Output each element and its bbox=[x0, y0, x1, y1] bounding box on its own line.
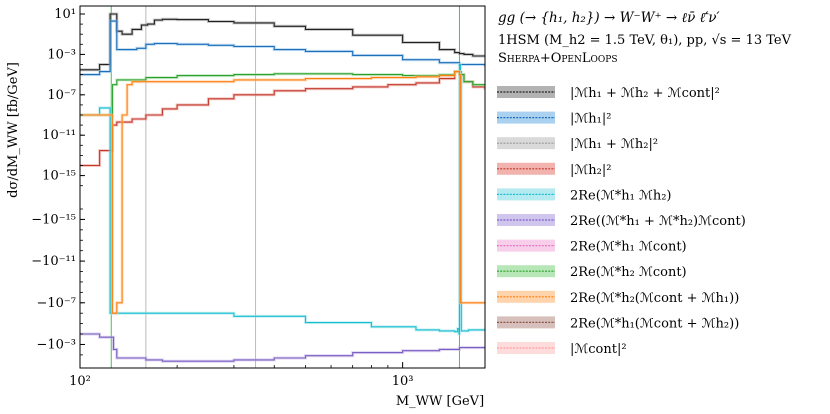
y-axis-label: dσ/dM_WW [fb/GeV] bbox=[6, 62, 21, 198]
series-band-0 bbox=[80, 12, 485, 72]
y-tick-label-3: 10⁻¹¹ bbox=[42, 128, 76, 143]
legend-label-5: 2Re((ℳ*h₁ + ℳ*h₂)ℳcont) bbox=[570, 214, 746, 229]
x-tick-label-1: 10³ bbox=[392, 374, 414, 389]
series-band-5 bbox=[80, 332, 485, 363]
y-tick-label-2: 10⁻⁷ bbox=[47, 88, 76, 103]
series-8 bbox=[80, 70, 485, 315]
series-line-5 bbox=[80, 333, 485, 362]
legend-label-10: |ℳcont|² bbox=[570, 342, 627, 357]
legend-item-7: 2Re(ℳ*h₂ ℳcont) bbox=[497, 265, 687, 280]
plot-frame bbox=[79, 5, 486, 369]
x-axis-label: M_WW [GeV] bbox=[396, 394, 484, 409]
y-tick-label-6: −10⁻¹¹ bbox=[31, 254, 76, 269]
legend-label-0: |ℳh₁ + ℳh₂ + ℳcont|² bbox=[570, 86, 720, 101]
legend-label-6: 2Re(ℳ*h₁ ℳcont) bbox=[570, 240, 687, 255]
y-axis: 10¹ 10⁻³ 10⁻⁷ 10⁻¹¹ 10⁻¹⁵ −10⁻¹⁵ −10⁻¹¹ −10⁻⁷ −1… bbox=[31, 7, 85, 356]
chart-subtitle: 1HSM (M_h2 = 1.5 TeV, θ₁), pp, √s = 13 T… bbox=[498, 33, 792, 48]
y-tick-label-7: −10⁻⁷ bbox=[36, 296, 76, 311]
series-line-1 bbox=[80, 20, 485, 76]
legend: |ℳh₁ + ℳh₂ + ℳcont|² |ℳh₁|² |ℳh₁ + ℳh₂|² |ℳ… bbox=[497, 86, 746, 357]
series-0 bbox=[80, 12, 485, 72]
x-tick-label-0: 10² bbox=[69, 374, 91, 389]
legend-item-6: 2Re(ℳ*h₁ ℳcont) bbox=[497, 239, 687, 255]
legend-item-8: 2Re(ℳ*h₂(ℳcont + ℳh₁)) bbox=[497, 290, 739, 306]
legend-item-1: |ℳh₁|² bbox=[497, 111, 611, 127]
series-line-8 bbox=[80, 71, 485, 314]
legend-item-2: |ℳh₁ + ℳh₂|² bbox=[497, 137, 658, 152]
legend-label-9: 2Re(ℳ*h₁(ℳcont + ℳh₂)) bbox=[570, 316, 739, 331]
legend-label-4: 2Re(ℳ*h₁ ℳh₂) bbox=[570, 188, 672, 203]
series-line-4 bbox=[80, 63, 485, 335]
series-3 bbox=[80, 70, 485, 167]
series-line-7 bbox=[80, 71, 485, 116]
legend-item-0: |ℳh₁ + ℳh₂ + ℳcont|² bbox=[497, 86, 720, 101]
legend-label-8: 2Re(ℳ*h₂(ℳcont + ℳh₁)) bbox=[570, 291, 739, 306]
series-7 bbox=[80, 70, 485, 117]
legend-item-4: 2Re(ℳ*h₁ ℳh₂) bbox=[497, 188, 672, 203]
y-tick-label-1: 10⁻³ bbox=[47, 47, 76, 62]
y-tick-label-0: 10¹ bbox=[54, 7, 76, 22]
legend-label-7: 2Re(ℳ*h₂ ℳcont) bbox=[570, 265, 687, 280]
y-tick-label-5: −10⁻¹⁵ bbox=[31, 212, 76, 227]
series-1 bbox=[80, 19, 485, 77]
x-axis: 10² 10³ bbox=[69, 362, 414, 389]
y-tick-label-8: −10⁻³ bbox=[36, 337, 76, 352]
series-line-3 bbox=[80, 71, 485, 167]
series-band-4 bbox=[80, 63, 485, 336]
legend-item-9: 2Re(ℳ*h₁(ℳcont + ℳh₂)) bbox=[497, 316, 739, 331]
y-tick-label-4: 10⁻¹⁵ bbox=[42, 169, 76, 184]
legend-label-2: |ℳh₁ + ℳh₂|² bbox=[570, 137, 658, 152]
chart-title: gg (→ {h₁, h₂}) → W⁻W⁺ → ℓν̄ ℓ̄′ν′ bbox=[498, 10, 720, 26]
series-band-8 bbox=[80, 70, 485, 315]
legend-item-5: 2Re((ℳ*h₁ + ℳ*h₂)ℳcont) bbox=[497, 214, 746, 229]
chart-generator: Sherpa+OpenLoops bbox=[498, 51, 618, 66]
legend-item-3: |ℳh₂|² bbox=[497, 162, 611, 178]
legend-label-1: |ℳh₁|² bbox=[570, 112, 611, 127]
series-4 bbox=[80, 63, 485, 336]
legend-label-3: |ℳh₂|² bbox=[570, 163, 611, 178]
legend-item-10: |ℳcont|² bbox=[497, 342, 627, 357]
series-group bbox=[80, 12, 485, 363]
series-5 bbox=[80, 332, 485, 363]
